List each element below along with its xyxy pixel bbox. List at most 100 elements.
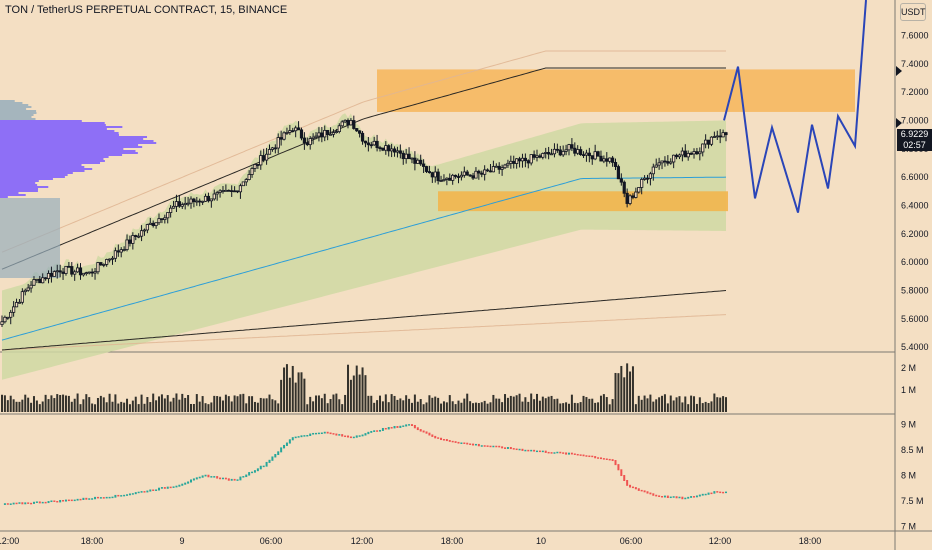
indicator-segment	[515, 448, 518, 451]
candle-body	[422, 163, 426, 167]
indicator-segment	[338, 434, 341, 436]
candle-body	[363, 140, 368, 144]
volume-bar	[701, 403, 704, 412]
candle-body	[195, 200, 199, 203]
currency-button[interactable]: USDT	[900, 3, 926, 21]
volume-bar	[32, 396, 35, 412]
volume-bar	[204, 403, 207, 412]
demand-zone	[438, 191, 728, 212]
indicator-segment	[114, 494, 117, 498]
indicator-segment	[538, 450, 541, 453]
volume-bar	[146, 397, 149, 412]
candle-body	[390, 148, 394, 152]
indicator-segment	[661, 495, 664, 498]
volume-bar	[681, 402, 684, 412]
candle-body	[262, 155, 266, 161]
volume-bar	[192, 403, 195, 412]
indicator-segment	[547, 451, 550, 454]
indicator-segment	[163, 487, 166, 489]
indicator-segment	[82, 497, 85, 500]
candle-body	[474, 170, 478, 179]
volume-bar	[355, 365, 358, 412]
indicator-segment	[649, 492, 652, 495]
volume-bar	[283, 367, 286, 412]
indicator-segment	[643, 490, 646, 493]
volume-bar	[626, 363, 629, 412]
indicator-segment	[262, 465, 265, 468]
volume-bar	[570, 394, 573, 412]
indicator-segment	[274, 454, 277, 458]
indicator-tick-label: 7 M	[901, 521, 916, 531]
candle-body	[392, 148, 397, 153]
candle-body	[203, 195, 208, 202]
volume-bar	[428, 395, 431, 412]
volume-bar	[251, 396, 254, 412]
indicator-segment	[146, 490, 149, 493]
candle-body	[695, 151, 699, 155]
indicator-segment	[437, 437, 440, 439]
candle-body	[110, 257, 115, 260]
candle-body	[75, 267, 80, 273]
volume-bar	[399, 398, 402, 412]
candle-body	[558, 149, 562, 156]
candle-body	[576, 149, 580, 154]
indicator-segment	[24, 502, 27, 505]
candle-body	[73, 271, 77, 275]
indicator-segment	[201, 475, 204, 478]
candle-body	[567, 144, 571, 151]
volume-bar	[259, 397, 262, 412]
indicator-segment	[140, 491, 143, 493]
indicator-segment	[480, 445, 483, 447]
vwap-line	[1, 176, 727, 341]
indicator-segment	[224, 477, 227, 480]
volume-bar	[483, 400, 486, 412]
candle-body	[3, 316, 7, 323]
indicator-segment	[669, 496, 672, 499]
candle-body	[439, 180, 443, 183]
candle-body	[704, 139, 708, 145]
candle-body	[334, 131, 338, 134]
indicator-segment	[655, 494, 658, 497]
indicator-segment	[472, 443, 475, 446]
volume-bar	[285, 364, 288, 412]
volume-bar	[114, 394, 117, 412]
volume-bar	[50, 395, 53, 412]
volume-profile-bar	[0, 176, 65, 178]
volume-bar	[530, 393, 533, 412]
indicator-tick-label: 8.5 M	[901, 445, 924, 455]
volume-bar	[678, 396, 681, 412]
volume-bar	[553, 399, 556, 412]
indicator-segment	[143, 491, 146, 493]
indicator-segment	[277, 451, 280, 456]
volume-profile-bar	[0, 134, 119, 136]
indicator-segment	[320, 432, 323, 435]
candle-body	[544, 152, 548, 154]
indicator-segment	[347, 435, 350, 438]
indicator-segment	[76, 498, 79, 501]
indicator-segment	[512, 448, 515, 450]
indicator-segment	[56, 500, 59, 503]
indicator-segment	[413, 424, 416, 429]
volume-profile-bar	[0, 110, 37, 112]
indicator-segment	[300, 435, 303, 438]
volume-bar	[158, 396, 161, 412]
volume-bar	[611, 399, 614, 412]
volume-bar	[512, 396, 515, 412]
volume-bar	[489, 402, 492, 412]
volume-bar	[629, 371, 632, 412]
volume-bar	[588, 398, 591, 412]
time-tick-label: 12:00	[0, 536, 19, 546]
volume-profile-bar	[0, 154, 123, 156]
candle-body	[233, 190, 237, 193]
candle-body	[506, 162, 510, 166]
candle-body	[230, 190, 234, 193]
candle-body	[459, 174, 464, 178]
indicator-segment	[486, 445, 489, 447]
volume-bar	[216, 396, 219, 412]
indicator-segment	[509, 447, 512, 450]
volume-bar	[544, 398, 547, 412]
volume-bar	[474, 402, 477, 412]
price-tick-label: 7.0000	[901, 115, 929, 125]
candle-body	[666, 161, 670, 164]
